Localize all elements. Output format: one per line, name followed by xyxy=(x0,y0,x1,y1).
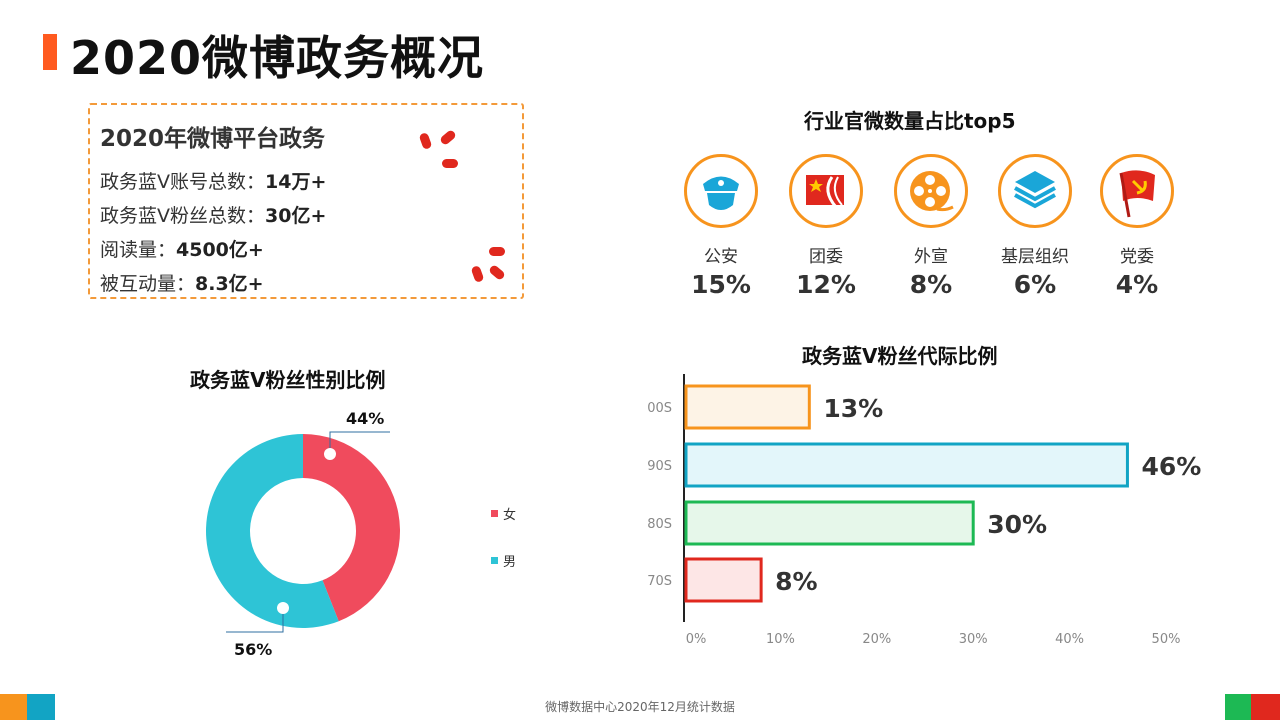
industry-value: 6% xyxy=(1013,270,1057,299)
party-flag-icon xyxy=(1100,154,1174,228)
industry-value: 4% xyxy=(1115,270,1159,299)
y-tick-label: 80S xyxy=(647,517,672,532)
generation-chart-title: 政务蓝V粉丝代际比例 xyxy=(802,344,998,368)
summary-row: 被互动量：8.3亿+ xyxy=(100,273,264,295)
x-tick-label: 20% xyxy=(862,632,891,647)
corner-block xyxy=(1225,694,1251,720)
donut-label-marker xyxy=(277,602,289,614)
decor-dash xyxy=(489,247,505,256)
police-cap-icon xyxy=(684,154,758,228)
decor-dash xyxy=(442,159,458,168)
layers-icon xyxy=(998,154,1072,228)
bar-value-label: 30% xyxy=(987,510,1047,539)
x-tick-label: 40% xyxy=(1055,632,1084,647)
donut-leader-line xyxy=(226,608,284,633)
x-tick-label: 0% xyxy=(686,632,707,647)
film-reel-icon xyxy=(894,154,968,228)
summary-title: 2020年微博平台政务 xyxy=(100,126,326,152)
youth-league-flag-icon xyxy=(789,154,863,228)
footer-source: 微博数据中心2020年12月统计数据 xyxy=(545,700,735,714)
summary-row: 政务蓝V粉丝总数：30亿+ xyxy=(100,205,327,227)
industry-label: 党委 xyxy=(1120,247,1154,267)
legend-label: 女 xyxy=(503,508,517,523)
y-tick-label: 00S xyxy=(647,401,672,416)
industry-label: 基层组织 xyxy=(1001,247,1069,267)
donut-data-label: 44% xyxy=(346,409,384,428)
industry-title: 行业官微数量占比top5 xyxy=(804,109,1016,133)
bar-value-label: 8% xyxy=(775,567,817,596)
summary-row: 政务蓝V账号总数：14万+ xyxy=(100,171,327,193)
industry-label: 团委 xyxy=(809,247,843,267)
legend-swatch xyxy=(491,510,498,517)
bar-90S xyxy=(684,442,1129,488)
gender-chart-title: 政务蓝V粉丝性别比例 xyxy=(190,368,386,392)
industry-label: 公安 xyxy=(704,247,738,267)
y-tick-label: 70S xyxy=(647,574,672,589)
industry-value: 15% xyxy=(691,270,751,299)
y-tick-label: 90S xyxy=(647,459,672,474)
corner-block xyxy=(0,694,27,720)
summary-row: 阅读量：4500亿+ xyxy=(100,239,264,261)
x-tick-label: 50% xyxy=(1152,632,1181,647)
bar-80S xyxy=(684,500,975,546)
donut-label-marker xyxy=(324,448,336,460)
page-title: 2020微博政务概况 xyxy=(70,31,485,85)
legend-swatch xyxy=(491,557,498,564)
legend-label: 男 xyxy=(503,555,517,570)
donut-slice-女 xyxy=(303,434,400,622)
donut-slice-男 xyxy=(205,434,339,628)
donut-leader-line xyxy=(329,431,390,454)
donut-data-label: 56% xyxy=(234,640,272,659)
corner-block xyxy=(1251,694,1280,720)
summary-box: 2020年微博平台政务 政务蓝V账号总数：14万+ 政务蓝V粉丝总数：30亿+ … xyxy=(88,103,524,299)
title-accent-bar xyxy=(43,34,57,70)
bar-70S xyxy=(684,557,763,603)
x-tick-label: 10% xyxy=(766,632,795,647)
industry-value: 12% xyxy=(796,270,856,299)
bar-value-label: 46% xyxy=(1141,452,1201,481)
industry-label: 外宣 xyxy=(914,247,948,267)
bar-value-label: 13% xyxy=(823,394,883,423)
industry-value: 8% xyxy=(909,270,953,299)
bar-00S xyxy=(684,384,811,430)
corner-block xyxy=(27,694,55,720)
x-tick-label: 30% xyxy=(959,632,988,647)
